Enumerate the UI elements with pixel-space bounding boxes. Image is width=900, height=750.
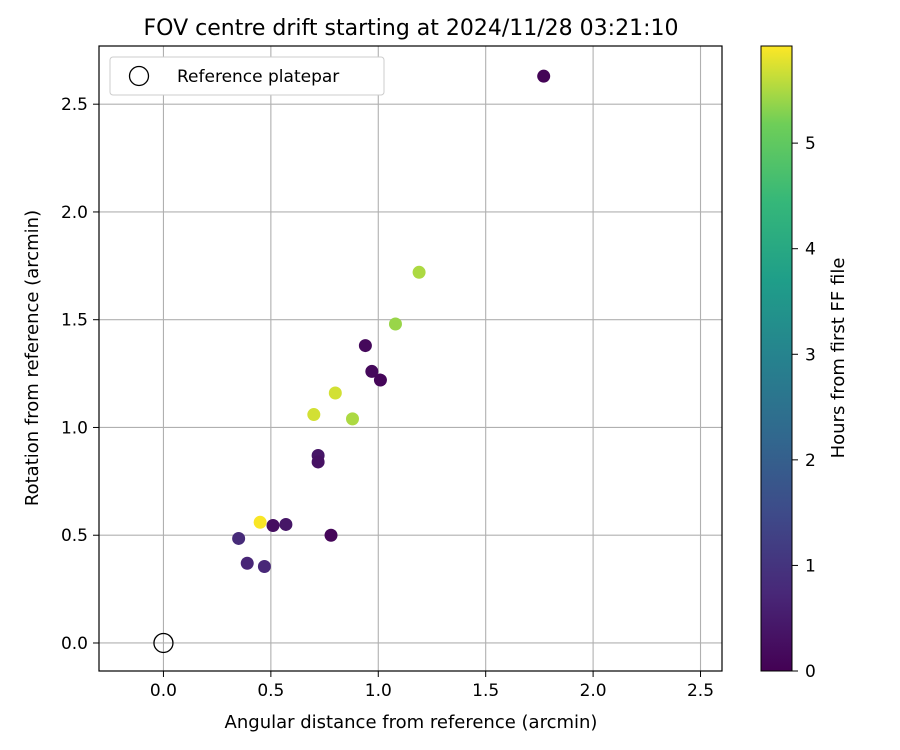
y-tick-label: 0.0 [61,634,88,654]
colorbar-tick-label: 4 [805,240,816,260]
data-point [365,364,379,378]
colorbar-ticks: 0 1 2 3 4 5 [792,134,816,682]
data-point [324,528,338,542]
x-tick-label: 2.0 [580,681,607,701]
data-point [537,69,551,83]
data-point [253,515,267,529]
data-point [412,265,426,279]
legend-reference-marker [128,65,150,87]
y-tick-label: 1.0 [61,418,88,438]
data-point [266,519,280,533]
x-tick-label: 0.0 [150,681,177,701]
data-point [311,455,325,469]
x-tick-label: 1.5 [472,681,499,701]
legend-box [109,56,385,96]
colorbar-tick-label: 0 [805,662,816,682]
data-points [153,69,551,654]
x-tick-label: 0.5 [257,681,284,701]
colorbar: 0 1 2 3 4 5 Hours from first FF file [760,45,849,682]
y-tick-label: 2.0 [61,203,88,223]
colorbar-tick-label: 3 [805,345,816,365]
data-point [279,517,293,531]
y-tick-label: 2.5 [61,95,88,115]
colorbar-gradient [760,45,793,672]
colorbar-tick-label: 1 [805,556,816,576]
y-axis-label: Rotation from reference (arcmin) [22,210,43,506]
y-tick-label: 0.5 [61,526,88,546]
legend-entry-reference: Reference platepar [177,67,339,87]
colorbar-tick-label: 5 [805,134,816,154]
reference-platepar-marker [153,632,174,654]
x-axis-label: Angular distance from reference (arcmin) [225,712,598,733]
data-point [345,412,359,426]
data-point [358,339,372,353]
plot-frame [98,45,723,672]
colorbar-tick-label: 2 [805,451,816,471]
x-tick-label: 1.0 [365,681,392,701]
x-axis-ticks: 0.0 0.5 1.0 1.5 2.0 2.5 [150,671,714,701]
legend: Reference platepar [109,56,385,96]
colorbar-label: Hours from first FF file [828,258,849,459]
y-tick-label: 1.5 [61,311,88,331]
data-point [240,556,254,570]
data-point [257,559,271,573]
data-point [307,408,321,422]
x-tick-label: 2.5 [687,681,714,701]
data-point [388,317,402,331]
y-axis-ticks: 0.0 0.5 1.0 1.5 2.0 2.5 [61,95,99,654]
data-point [328,386,342,400]
data-point [373,373,387,387]
grid-lines [99,46,722,671]
chart-title: FOV centre drift starting at 2024/11/28 … [144,16,679,41]
data-point [232,531,246,545]
